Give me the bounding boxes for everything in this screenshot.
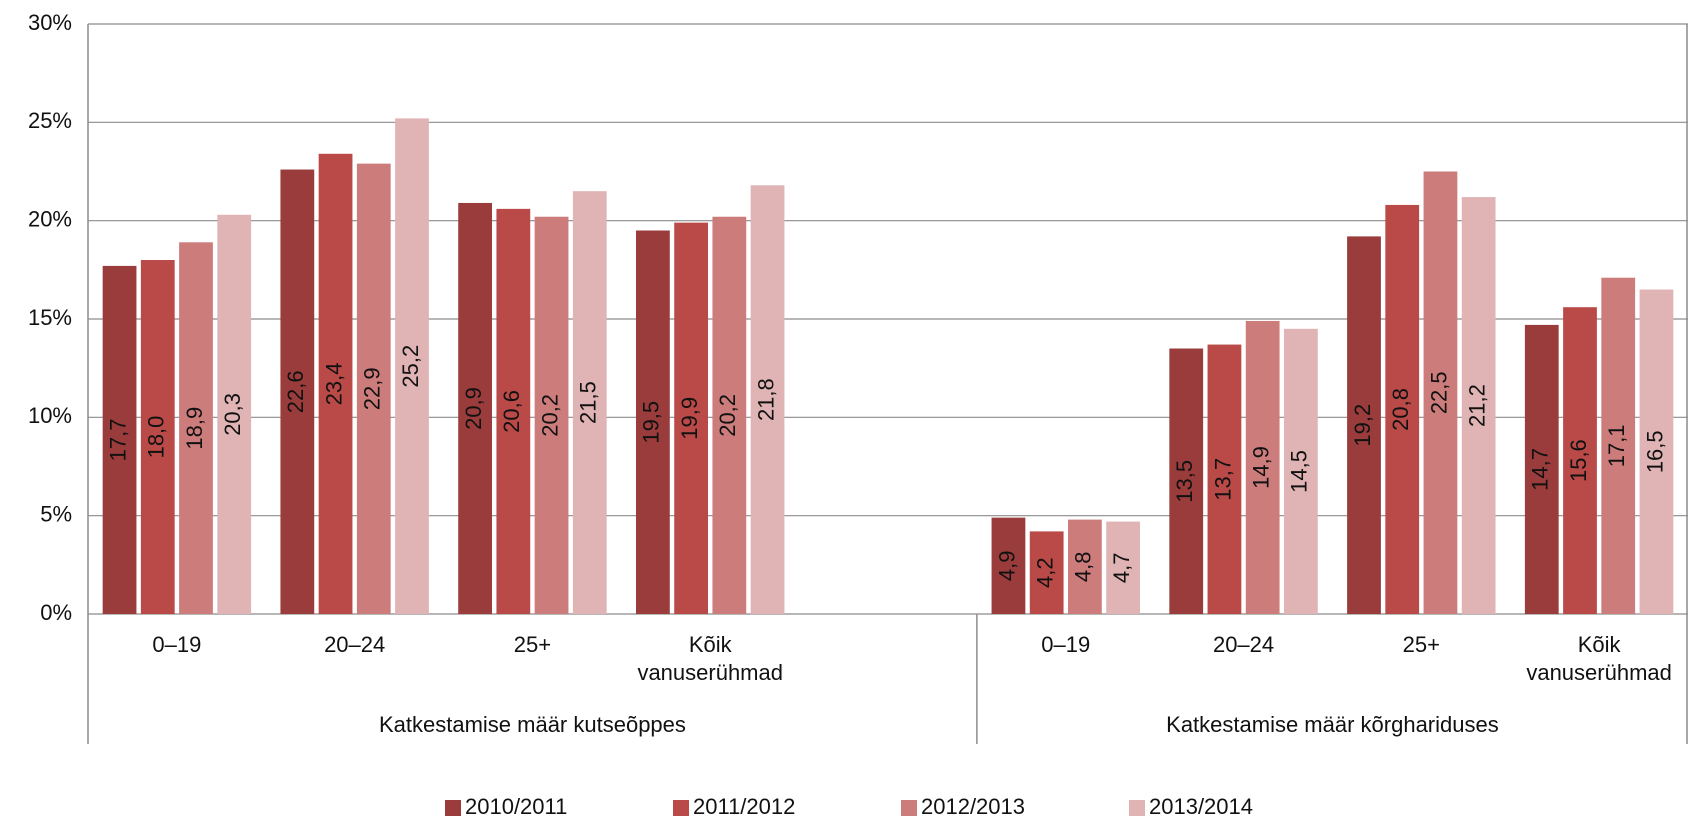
legend: 2010/2011 2011/2012 2012/2013 2013/2014 [445, 794, 1253, 819]
value-label: 21,8 [753, 378, 778, 421]
bar [1207, 344, 1242, 614]
bar [1029, 531, 1064, 614]
value-label: 20,3 [220, 393, 245, 436]
value-label: 18,0 [144, 416, 169, 459]
bar [534, 216, 569, 614]
x-tick-label: 20–24 [1213, 632, 1274, 657]
value-label: 15,6 [1566, 439, 1591, 482]
legend-label: 2013/2014 [1149, 794, 1253, 819]
bar [1347, 236, 1381, 614]
bar [636, 230, 670, 614]
bar [572, 191, 607, 614]
y-tick-label: 30% [28, 10, 72, 35]
value-label: 4,9 [994, 551, 1019, 582]
value-label: 16,5 [1642, 430, 1667, 473]
bar [140, 260, 175, 614]
legend-swatch [673, 800, 689, 816]
bar [1284, 328, 1318, 614]
x-tick-label: 25+ [1403, 632, 1440, 657]
value-label: 13,5 [1172, 460, 1197, 503]
x-tick-label: Kõik vanuserühmad [1526, 632, 1672, 685]
bar [280, 169, 315, 615]
value-label: 22,5 [1426, 371, 1451, 414]
value-label: 19,2 [1350, 404, 1375, 447]
x-tick-label: 0–19 [1041, 632, 1090, 657]
bar [1106, 521, 1140, 614]
y-tick-label: 25% [28, 108, 72, 133]
legend-swatch [901, 800, 917, 816]
bar [458, 202, 492, 614]
x-tick-label: 0–19 [152, 632, 201, 657]
value-label: 21,5 [576, 381, 601, 424]
bar [179, 242, 213, 615]
value-label: 14,9 [1248, 446, 1273, 489]
value-label: 20,2 [537, 394, 562, 437]
value-label: 13,7 [1210, 458, 1235, 501]
bar [496, 208, 531, 614]
value-label: 20,8 [1388, 388, 1413, 431]
legend-label: 2011/2012 [693, 794, 795, 819]
y-tick-label: 20% [28, 206, 72, 231]
value-label: 20,6 [499, 390, 524, 433]
y-tick-label: 10% [28, 403, 72, 428]
bar [1563, 307, 1597, 614]
bar [1524, 324, 1559, 614]
value-label: 25,2 [398, 345, 423, 388]
bar [674, 222, 708, 614]
value-label: 21,2 [1464, 384, 1489, 427]
value-label: 14,7 [1528, 448, 1553, 491]
bar [217, 214, 252, 614]
bar [1461, 197, 1496, 615]
value-label: 18,9 [182, 407, 207, 450]
bar [712, 216, 747, 614]
bar [1385, 204, 1420, 614]
value-label: 4,8 [1071, 552, 1096, 583]
value-label: 22,6 [283, 370, 308, 413]
legend-label: 2010/2011 [465, 794, 567, 819]
x-tick-label: 20–24 [324, 632, 385, 657]
bar [1068, 519, 1102, 614]
bar [1245, 320, 1280, 614]
group-label: Katkestamise määr kutseõppes [379, 712, 686, 737]
bar [1423, 171, 1458, 614]
value-label: 19,5 [639, 401, 664, 444]
value-label: 20,9 [461, 387, 486, 430]
x-tick-label: 25+ [514, 632, 551, 657]
bar [1639, 289, 1674, 614]
value-label: 14,5 [1287, 450, 1312, 493]
bar [1169, 348, 1204, 614]
value-label: 19,9 [677, 397, 702, 440]
value-label: 23,4 [321, 362, 346, 405]
bar [1601, 277, 1636, 614]
bar [318, 153, 353, 615]
y-tick-label: 5% [40, 501, 72, 526]
x-tick-label: Kõik vanuserühmad [637, 632, 783, 685]
value-label: 20,2 [715, 394, 740, 437]
bar [356, 163, 391, 614]
bar [991, 517, 1026, 614]
value-label: 22,9 [360, 367, 385, 410]
bar [102, 265, 137, 614]
legend-swatch [445, 800, 461, 816]
value-label: 17,1 [1604, 424, 1629, 467]
value-label: 17,7 [105, 419, 130, 462]
legend-label: 2012/2013 [921, 794, 1025, 819]
value-label: 4,2 [1032, 557, 1057, 588]
value-label: 4,7 [1109, 552, 1134, 583]
y-tick-label: 0% [40, 600, 72, 625]
legend-swatch [1129, 800, 1145, 816]
bar [395, 118, 429, 615]
group-label: Katkestamise määr kõrghariduses [1166, 712, 1499, 737]
bar [750, 185, 785, 614]
y-tick-label: 15% [28, 305, 72, 330]
